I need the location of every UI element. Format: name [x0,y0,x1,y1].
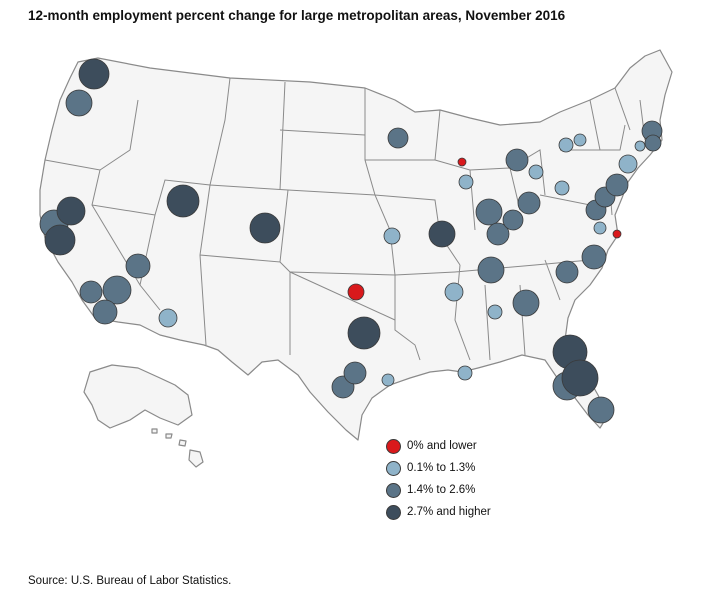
metro-bubble [618,154,638,174]
metro-bubble [79,280,103,304]
legend-item: 0.1% to 1.3% [386,457,491,479]
metro-bubble [502,209,524,231]
map-title: 12-month employment percent change for l… [28,8,566,23]
metro-bubble [457,157,467,167]
legend-item: 2.7% and higher [386,501,491,523]
metro-bubble [477,256,505,284]
metro-bubble [612,229,622,239]
metro-bubble [561,359,599,397]
legend-item: 0% and lower [386,435,491,457]
metro-bubble [102,275,132,305]
metro-bubble [487,304,503,320]
contiguous-us-outline [39,49,673,441]
metro-bubble [573,133,587,147]
legend-label: 2.7% and higher [407,506,491,518]
metro-bubble [554,180,570,196]
metro-bubble [347,316,381,350]
legend-item: 1.4% to 2.6% [386,479,491,501]
metro-bubble [166,184,200,218]
state-borders-west [44,77,291,355]
metro-bubble [444,282,464,302]
metro-bubble [605,173,629,197]
metro-bubble [528,164,544,180]
legend-swatch [386,460,401,476]
legend-label: 0% and lower [407,440,477,452]
hawaii-oahu [165,433,173,439]
metro-bubble [458,174,474,190]
metro-bubble [581,244,607,270]
metro-bubble [475,198,503,226]
metro-bubble [78,58,110,90]
metro-bubble [505,148,529,172]
metro-bubble [457,365,473,381]
metro-bubble [92,299,118,325]
metro-bubble [555,260,579,284]
metro-bubble [387,127,409,149]
metro-bubble [44,224,76,256]
source-note: Source: U.S. Bureau of Labor Statistics. [28,575,232,587]
metro-bubble [428,220,456,248]
metro-bubble [593,221,607,235]
metro-bubble [383,227,401,245]
metro-bubble [558,137,574,153]
metro-bubble [158,308,178,328]
metro-bubble [634,140,646,152]
metro-bubble [644,134,662,152]
legend-label: 0.1% to 1.3% [407,462,476,474]
metro-bubble [381,373,395,387]
legend-swatch [386,504,401,520]
metro-bubble [343,361,367,385]
legend-swatch [386,438,401,454]
metro-bubble [65,89,93,117]
metro-bubble [486,222,510,246]
metro-bubble [249,212,281,244]
metro-bubble [347,283,365,301]
hawaii-big-island [188,449,204,468]
metro-bubble [56,196,86,226]
legend-label: 1.4% to 2.6% [407,484,476,496]
map-legend: 0% and lower 0.1% to 1.3% 1.4% to 2.6% 2… [386,435,491,523]
hawaii-kauai [151,428,158,434]
metro-bubble [587,396,615,424]
metro-bubble [512,289,540,317]
metro-bubble [517,191,541,215]
alaska-shape [83,364,193,429]
hawaii-maui [178,439,187,447]
metro-bubble [125,253,151,279]
legend-swatch [386,482,401,498]
